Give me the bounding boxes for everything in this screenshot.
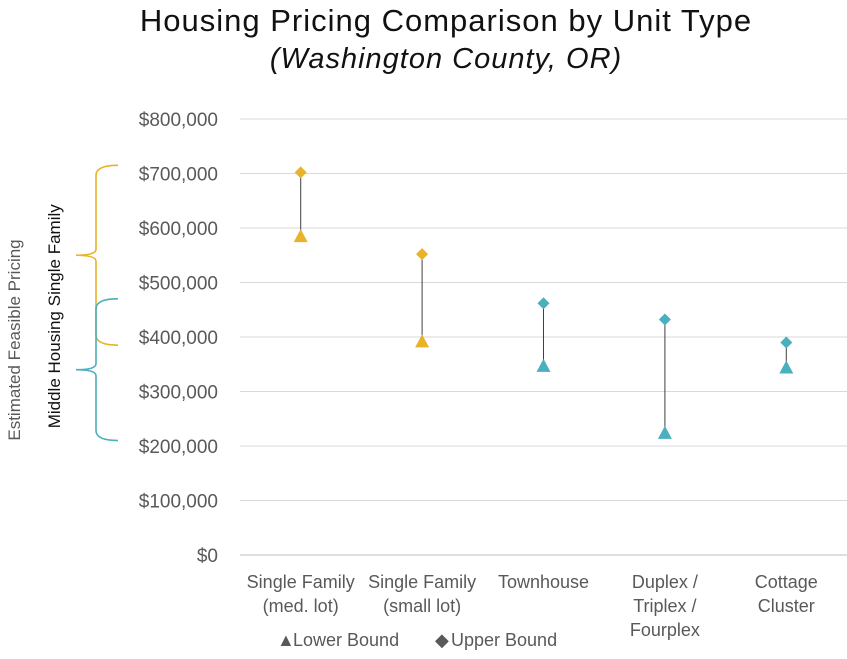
y-tick-label: $0 — [197, 546, 218, 567]
x-tick-label: Cluster — [758, 596, 815, 616]
y-tick-label: $100,000 — [139, 492, 218, 513]
lower-bound-point — [657, 425, 672, 439]
y-axis-ticks: $0 $100,000 $200,000 $300,000 $400,000 $500,0… — [139, 110, 218, 567]
x-tick-label: Single Family — [368, 572, 476, 592]
lower-bound-point — [293, 229, 308, 243]
legend-symbol: ▲ — [277, 630, 295, 650]
upper-bound-point — [294, 166, 307, 179]
y-tick-label: $600,000 — [139, 219, 218, 240]
markers — [293, 166, 794, 439]
x-tick-label: Cottage — [755, 572, 818, 592]
upper-bound-point — [658, 313, 671, 326]
x-tick-label: Townhouse — [498, 572, 589, 592]
x-tick-label: Triplex / — [633, 596, 696, 616]
legend: ▲Lower Bound ◆ Upper Bound — [277, 630, 557, 650]
x-tick-label: Fourplex — [630, 620, 700, 640]
y-tick-label: $400,000 — [139, 328, 218, 349]
bracket-label: Single Family — [45, 204, 64, 307]
x-tick-label: (med. lot) — [263, 596, 339, 616]
upper-bound-point — [780, 336, 793, 349]
lower-bound-point — [415, 334, 430, 348]
legend-label: Upper Bound — [451, 630, 557, 650]
y-tick-label: $700,000 — [139, 165, 218, 186]
y-tick-label: $300,000 — [139, 383, 218, 404]
x-axis-ticks: Single Family (med. lot) Single Family (sma… — [247, 572, 818, 640]
chart-title: Housing Pricing Comparison by Unit Type — [140, 3, 752, 38]
x-tick-label: (small lot) — [383, 596, 461, 616]
x-tick-label: Duplex / — [632, 572, 698, 592]
y-tick-label: $800,000 — [139, 110, 218, 131]
chart-subtitle: (Washington County, OR) — [270, 43, 622, 75]
x-tick-label: Single Family — [247, 572, 355, 592]
bracket-label: Middle Housing — [45, 311, 64, 428]
upper-bound-point — [416, 248, 429, 261]
y-axis-label: Estimated Feasible Pricing — [5, 239, 24, 440]
brackets: Single Family Middle Housing — [45, 164, 119, 442]
y-tick-label: $500,000 — [139, 274, 218, 295]
bracket — [75, 164, 119, 346]
y-tick-label: $200,000 — [139, 437, 218, 458]
lower-bound-point — [779, 360, 794, 374]
bracket — [75, 298, 119, 442]
upper-bound-point — [537, 297, 550, 310]
lower-bound-point — [536, 358, 551, 372]
legend-label: Lower Bound — [293, 630, 399, 650]
legend-symbol: ◆ — [435, 630, 449, 650]
